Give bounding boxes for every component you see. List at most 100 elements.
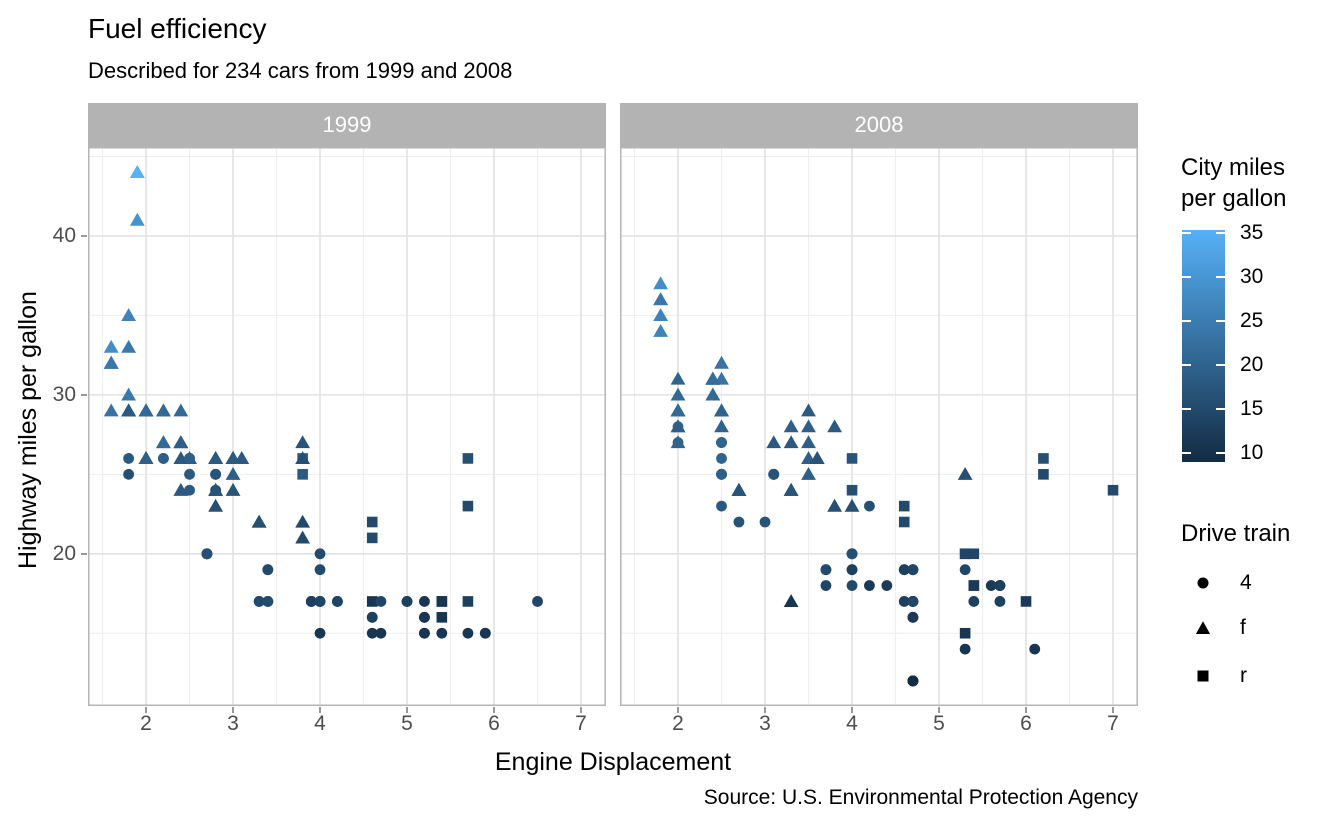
- data-point: [714, 419, 729, 433]
- y-tick-label: 30: [52, 382, 76, 406]
- data-point: [462, 627, 474, 639]
- data-point: [103, 355, 119, 369]
- data-point: [985, 580, 997, 591]
- data-point: [957, 467, 973, 480]
- colorbar-tick: [1216, 275, 1225, 278]
- data-point: [881, 580, 893, 591]
- caption: Source: U.S. Environmental Protection Ag…: [703, 786, 1138, 809]
- panel-border: [88, 147, 606, 706]
- data-point: [366, 532, 378, 544]
- colorbar-tick: [1216, 452, 1225, 455]
- x-tick-label: 7: [1107, 712, 1119, 735]
- facet-strip-label: 1999: [322, 112, 372, 137]
- data-point: [156, 403, 171, 417]
- scatter-panel-1999: [88, 147, 606, 706]
- y-tick-label: 40: [52, 223, 76, 247]
- data-point: [670, 387, 686, 401]
- data-point: [994, 580, 1006, 591]
- x-tick-label: 2: [140, 712, 152, 735]
- x-tick-label: 3: [227, 712, 239, 735]
- x-tick-mark: [764, 707, 766, 713]
- data-point: [462, 453, 474, 464]
- data-point: [783, 482, 799, 496]
- data-point: [820, 564, 832, 576]
- data-point: [898, 500, 910, 512]
- colorbar-tick: [1182, 231, 1191, 234]
- panel-border: [620, 147, 1138, 706]
- scatter-panel-2008: [620, 147, 1138, 706]
- x-tick-mark: [580, 707, 582, 713]
- colorbar-tick-label: 20: [1240, 353, 1264, 376]
- data-point: [907, 596, 919, 607]
- data-point: [864, 500, 875, 512]
- colorbar-title-line: per gallon: [1181, 185, 1287, 212]
- colorbar-tick: [1216, 231, 1225, 234]
- data-point: [225, 467, 241, 480]
- data-point: [670, 435, 686, 449]
- data-point: [262, 564, 274, 576]
- data-point: [846, 453, 858, 464]
- data-point: [332, 596, 343, 607]
- data-point: [532, 596, 543, 607]
- data-point: [210, 468, 222, 480]
- data-point: [959, 627, 971, 639]
- colorbar-tick-label: 10: [1240, 441, 1264, 465]
- data-point: [898, 516, 910, 528]
- x-tick-label: 3: [759, 712, 771, 735]
- data-point: [314, 627, 326, 639]
- data-point: [123, 468, 135, 480]
- colorbar-tick: [1182, 452, 1191, 455]
- legend-key-label: r: [1240, 664, 1247, 687]
- data-point: [121, 403, 137, 417]
- data-point: [295, 435, 311, 449]
- data-point: [251, 514, 267, 528]
- colorbar-tick: [1182, 408, 1191, 411]
- facet-strip-label: 2008: [854, 112, 904, 137]
- data-point: [846, 564, 858, 576]
- data-point: [305, 596, 317, 607]
- legend-key-label: 4: [1240, 571, 1252, 594]
- data-point: [375, 596, 387, 607]
- data-point: [201, 548, 213, 560]
- data-point: [846, 484, 858, 496]
- data-point: [366, 627, 378, 639]
- data-point: [1038, 453, 1049, 464]
- colorbar-tick: [1182, 320, 1191, 322]
- data-point: [731, 482, 747, 496]
- data-point: [173, 482, 189, 496]
- data-point: [401, 596, 413, 607]
- x-tick-label: 4: [314, 712, 326, 735]
- data-point: [714, 403, 729, 417]
- data-point: [844, 498, 860, 512]
- x-tick-mark: [232, 707, 234, 713]
- data-point: [968, 580, 980, 591]
- data-point: [783, 594, 799, 608]
- data-point: [846, 548, 858, 560]
- legend-key-label: f: [1240, 616, 1246, 639]
- colorbar: [1182, 230, 1225, 462]
- data-point: [297, 469, 308, 480]
- data-point: [827, 498, 843, 512]
- colorbar-tick: [1216, 408, 1225, 411]
- x-tick-mark: [1025, 707, 1027, 713]
- data-point: [462, 500, 474, 512]
- data-point: [156, 435, 171, 449]
- y-tick-mark: [81, 235, 87, 237]
- x-tick-label: 4: [846, 712, 858, 735]
- colorbar-tick: [1182, 275, 1191, 278]
- data-point: [184, 468, 195, 480]
- x-tick-label: 2: [672, 712, 684, 735]
- data-point: [123, 453, 135, 464]
- data-point: [225, 482, 241, 496]
- colorbar-tick: [1216, 364, 1225, 366]
- data-point: [208, 498, 224, 512]
- data-point: [846, 580, 858, 591]
- data-point: [295, 530, 311, 544]
- data-point: [994, 596, 1006, 607]
- colorbar-tick: [1182, 364, 1191, 366]
- data-point: [670, 403, 686, 417]
- data-point: [314, 548, 326, 560]
- x-tick-label: 6: [488, 712, 500, 735]
- colorbar-tick-label: 30: [1240, 264, 1264, 288]
